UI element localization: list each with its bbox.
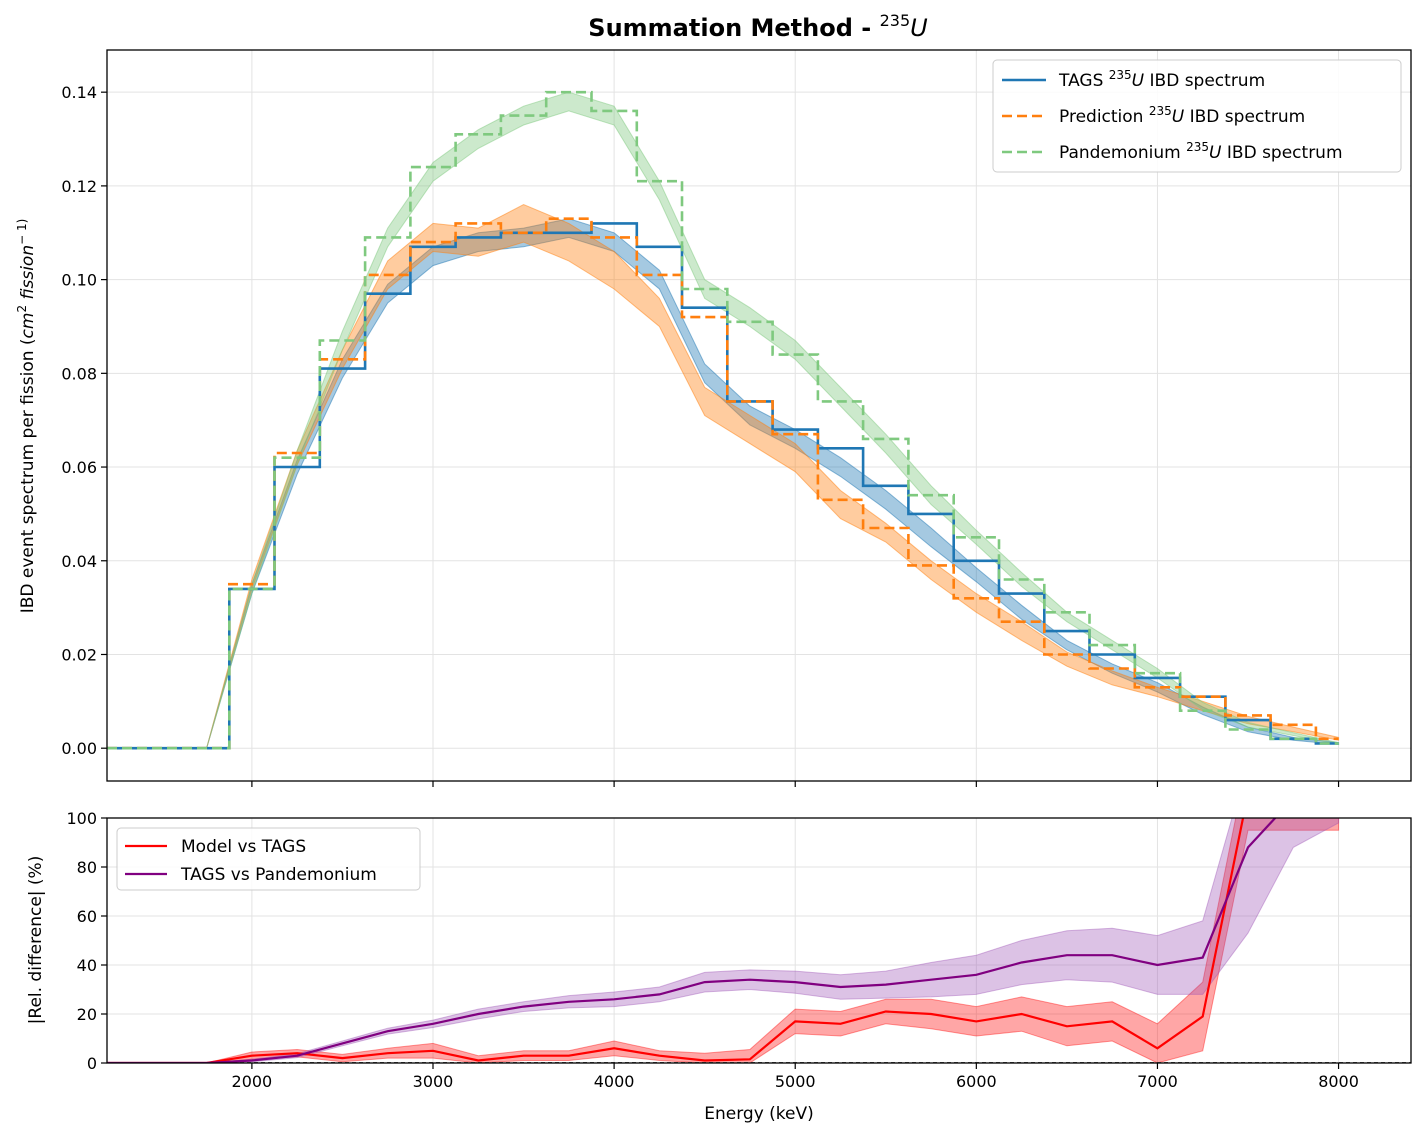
bottom-ticks: 2000 3000 4000 5000 6000 7000 8000 0 20 40 60 80 100 xyxy=(66,809,1358,1091)
bottom-x-tick-label-6000: 6000 xyxy=(956,1072,997,1091)
top-series-1 xyxy=(107,217,1339,750)
bottom-x-axis-label: Energy (keV) xyxy=(704,1104,814,1124)
top-y-tick-label-2: 0.04 xyxy=(61,552,97,571)
bottom-y-tick-label-40: 40 xyxy=(77,956,97,975)
legend-label-prediction: Prediction 235U IBD spectrum xyxy=(1059,104,1305,127)
top-panel: 0.00 0.02 0.04 0.06 0.08 0.10 0.12 0.14 IBD eve… xyxy=(15,49,1412,787)
bottom-x-tick-label-4000: 4000 xyxy=(594,1072,635,1091)
top-series-0 xyxy=(107,222,1339,750)
top-legend: TAGS 235U IBD spectrum Prediction 235U I… xyxy=(992,59,1402,173)
bottom-y-tick-label-20: 20 xyxy=(77,1005,97,1024)
legend-label-tags: TAGS 235U IBD spectrum xyxy=(1058,68,1265,91)
top-y-tick-label-1: 0.02 xyxy=(61,645,97,664)
top-band-1 xyxy=(206,204,1340,749)
bottom-axes-frame xyxy=(106,817,1412,1064)
bottom-band-0 xyxy=(107,818,1340,1063)
chart-title: Summation Method - 235U xyxy=(588,11,928,42)
bottom-y-tick-label-0: 0 xyxy=(87,1054,97,1073)
top-y-axis-label: IBD event spectrum per fission (cm2 fiss… xyxy=(15,219,38,614)
bottom-y-tick-label-80: 80 xyxy=(77,858,97,877)
bottom-y-axis-label: |Rel. difference| (%) xyxy=(26,856,46,1025)
top-y-tick-label-5: 0.10 xyxy=(61,271,97,290)
legend-label-pandemonium: Pandemonium 235U IBD spectrum xyxy=(1059,140,1343,163)
bottom-series-1 xyxy=(107,818,1277,1063)
top-y-tick-label-6: 0.12 xyxy=(61,177,97,196)
top-y-tick-label-7: 0.14 xyxy=(61,83,97,102)
top-ticks: 0.00 0.02 0.04 0.06 0.08 0.10 0.12 0.14 xyxy=(61,83,1340,787)
bottom-y-tick-label-100: 100 xyxy=(66,809,97,828)
bottom-x-tick-label-8000: 8000 xyxy=(1318,1072,1359,1091)
bottom-legend: Model vs TAGS TAGS vs Pandemonium xyxy=(116,827,421,891)
legend-label-model-vs-tags: Model vs TAGS xyxy=(181,837,306,857)
top-y-tick-label-0: 0.00 xyxy=(61,739,97,758)
bottom-x-tick-label-3000: 3000 xyxy=(413,1072,454,1091)
top-axes-frame xyxy=(106,49,1412,782)
top-legend-box xyxy=(992,59,1402,173)
bottom-panel: 2000 3000 4000 5000 6000 7000 8000 0 20 40 60 80 100… xyxy=(26,809,1412,1124)
bottom-legend-box xyxy=(116,827,421,891)
top-y-tick-label-3: 0.06 xyxy=(61,458,97,477)
bottom-band-1 xyxy=(107,818,1340,1063)
bottom-y-tick-label-60: 60 xyxy=(77,907,97,926)
bottom-x-tick-label-7000: 7000 xyxy=(1137,1072,1178,1091)
top-series-2 xyxy=(107,90,1339,750)
bottom-error-bands xyxy=(107,818,1340,1063)
bottom-x-tick-label-5000: 5000 xyxy=(775,1072,816,1091)
top-y-tick-label-4: 0.08 xyxy=(61,364,97,383)
legend-label-tags-vs-pandemonium: TAGS vs Pandemonium xyxy=(180,865,377,885)
top-series-lines xyxy=(107,90,1339,750)
bottom-series-0 xyxy=(107,818,1245,1063)
bottom-x-tick-label-2000: 2000 xyxy=(232,1072,273,1091)
